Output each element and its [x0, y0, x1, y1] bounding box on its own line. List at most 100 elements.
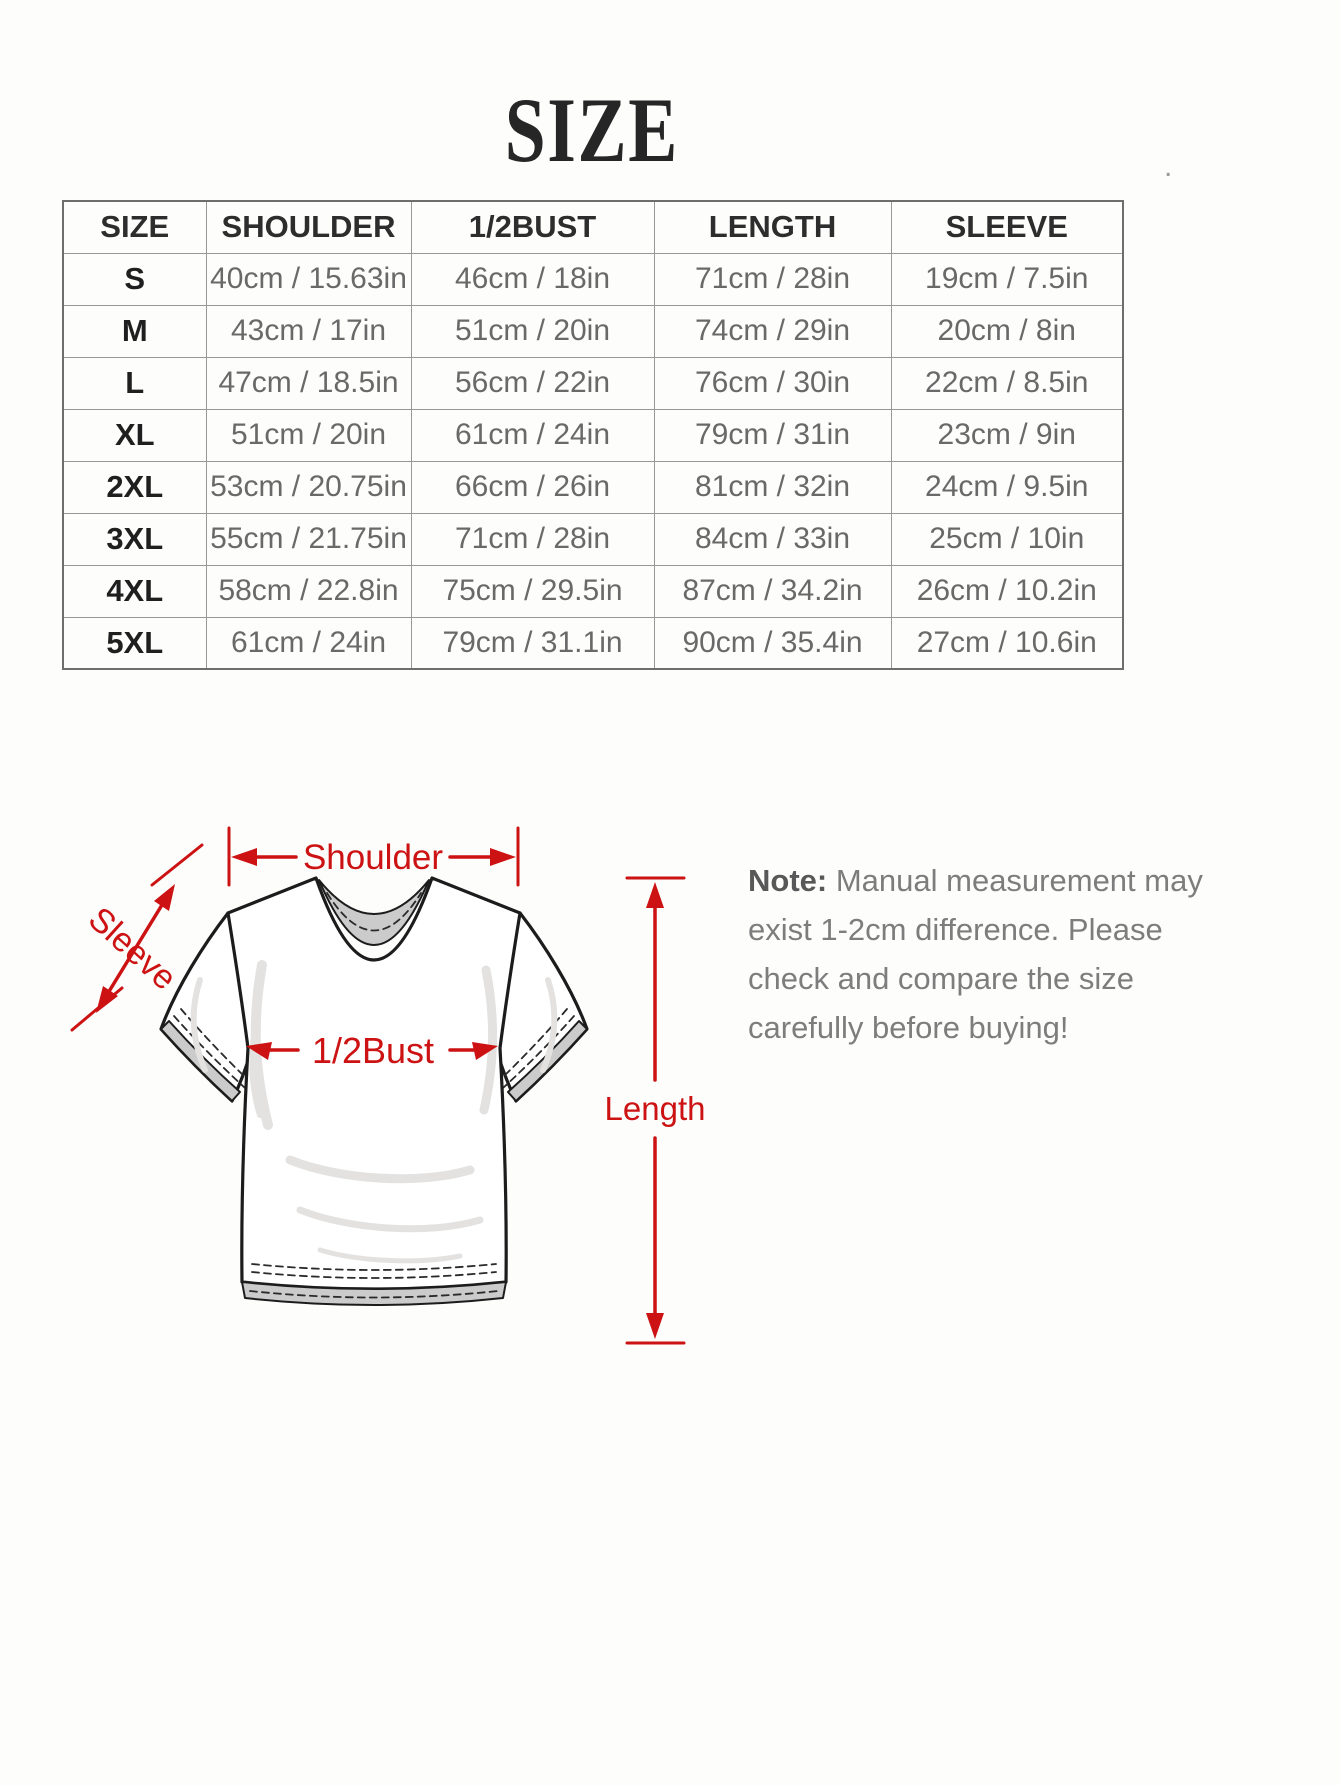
- measurement-cell: 66cm / 26in: [410, 460, 655, 514]
- measurement-cell: 19cm / 7.5in: [890, 252, 1124, 306]
- left-cuff-stitch: [173, 1015, 246, 1089]
- length-arrowhead-top: [646, 882, 664, 908]
- measurement-cell: 76cm / 30in: [653, 356, 892, 410]
- note-line: Manual measurement may: [835, 863, 1203, 898]
- measurement-cell: 56cm / 22in: [410, 356, 655, 410]
- size-label-cell: XL: [62, 408, 207, 462]
- measurement-cell: 71cm / 28in: [653, 252, 892, 306]
- measurement-cell: 22cm / 8.5in: [890, 356, 1124, 410]
- measurement-cell: 27cm / 10.6in: [890, 616, 1124, 670]
- sleeve-arrowhead-bottom: [96, 986, 118, 1013]
- measurement-cell: 87cm / 34.2in: [653, 564, 892, 618]
- table-row: 4XL 58cm / 22.8in 75cm / 29.5in 87cm / 34.2…: [62, 564, 1124, 618]
- note-line: carefully before buying!: [748, 1010, 1069, 1045]
- measurement-cell: 51cm / 20in: [410, 304, 655, 358]
- left-cuff-stitch-2: [180, 1008, 247, 1079]
- measurement-cell: 40cm / 15.63in: [205, 252, 412, 306]
- hem-roll-stitch: [249, 1290, 499, 1299]
- measurement-cell: 81cm / 32in: [653, 460, 892, 514]
- tshirt-diagram: Shoulder Sleeve 1/2Bust Length: [70, 826, 706, 1345]
- measurement-cell: 61cm / 24in: [410, 408, 655, 462]
- measurement-cell: 51cm / 20in: [205, 408, 412, 462]
- size-label-cell: M: [62, 304, 207, 358]
- measurement-cell: 24cm / 9.5in: [890, 460, 1124, 514]
- table-row: 2XL 53cm / 20.75in 66cm / 26in 81cm / 32in 2…: [62, 460, 1124, 514]
- measurement-cell: 61cm / 24in: [205, 616, 412, 670]
- collar-stitch: [326, 892, 422, 932]
- measurement-cell: 20cm / 8in: [890, 304, 1124, 358]
- shoulder-label: Shoulder: [303, 838, 443, 877]
- stray-dot: .: [1164, 150, 1173, 183]
- measurement-cell: 46cm / 18in: [410, 252, 655, 306]
- shade-fold-2: [296, 1206, 484, 1233]
- column-header-length: LENGTH: [653, 200, 892, 254]
- shade-left-2: [249, 1027, 263, 1118]
- size-label-cell: 5XL: [62, 616, 207, 670]
- measurement-cell: 71cm / 28in: [410, 512, 655, 566]
- table-row: 3XL 55cm / 21.75in 71cm / 28in 84cm / 33in 2…: [62, 512, 1124, 566]
- shade-right-sleeve: [540, 977, 558, 1073]
- measurement-cell: 55cm / 21.75in: [205, 512, 412, 566]
- measurement-cell: 90cm / 35.4in: [653, 616, 892, 670]
- note-text: Note: Manual measurement may exist 1-2cm…: [748, 856, 1203, 1052]
- bust-label: 1/2Bust: [312, 1030, 434, 1071]
- measurement-cell: 47cm / 18.5in: [205, 356, 412, 410]
- sleeve-top-tick: [150, 843, 204, 887]
- length-label: Length: [605, 1090, 706, 1127]
- column-header-size: SIZE: [62, 200, 207, 254]
- size-label-cell: 2XL: [62, 460, 207, 514]
- hem-stitch-2: [251, 1271, 497, 1279]
- title-wrap: SIZE: [62, 84, 1122, 176]
- shoulder-arrowhead-right: [490, 848, 516, 866]
- bust-arrowhead-right: [472, 1042, 498, 1060]
- table-row: S 40cm / 15.63in 46cm / 18in 71cm / 28in 19c…: [62, 252, 1124, 306]
- table-header-row: SIZE SHOULDER 1/2BUST LENGTH SLEEVE: [62, 200, 1124, 254]
- length-arrowhead-bottom: [646, 1313, 664, 1339]
- note-line: check and compare the size: [748, 961, 1134, 996]
- sleeve-arrow-line: [103, 898, 167, 1000]
- measurement-cell: 26cm / 10.2in: [890, 564, 1124, 618]
- column-header-shoulder: SHOULDER: [205, 200, 412, 254]
- shoulder-arrowhead-left: [231, 848, 257, 866]
- note-label: Note:: [748, 863, 828, 898]
- hem-stitch-1: [251, 1263, 497, 1271]
- measurement-cell: 43cm / 17in: [205, 304, 412, 358]
- note-line-first: Note: Manual measurement may: [748, 856, 1203, 905]
- shade-fold-3: [317, 1247, 463, 1264]
- measurement-cell: 84cm / 33in: [653, 512, 892, 566]
- measurement-cell: 79cm / 31in: [653, 408, 892, 462]
- measurement-cell: 53cm / 20.75in: [205, 460, 412, 514]
- measurement-cell: 23cm / 9in: [890, 408, 1124, 462]
- note-extra-lines: exist 1-2cm difference. Please check and …: [748, 905, 1203, 1052]
- table-row: M 43cm / 17in 51cm / 20in 74cm / 29in 20cm /…: [62, 304, 1124, 358]
- size-label-cell: S: [62, 252, 207, 306]
- column-header-sleeve: SLEEVE: [890, 200, 1124, 254]
- right-cuff-stitch-2: [501, 1008, 568, 1079]
- table-row: XL 51cm / 20in 61cm / 24in 79cm / 31in 23cm …: [62, 408, 1124, 462]
- sleeve-label: Sleeve: [81, 900, 184, 998]
- measurement-cell: 74cm / 29in: [653, 304, 892, 358]
- size-label-cell: 3XL: [62, 512, 207, 566]
- size-table-body: S 40cm / 15.63in 46cm / 18in 71cm / 28in 19c…: [62, 252, 1124, 670]
- shade-right: [479, 965, 498, 1115]
- right-cuff-stitch: [502, 1015, 575, 1089]
- page-title: SIZE: [504, 79, 680, 181]
- sleeve-arrowhead-top: [154, 884, 175, 911]
- note-line: exist 1-2cm difference. Please: [748, 912, 1163, 947]
- measurement-cell: 25cm / 10in: [890, 512, 1124, 566]
- bust-arrowhead-left: [246, 1042, 272, 1060]
- size-table: SIZE SHOULDER 1/2BUST LENGTH SLEEVE S 40c…: [62, 200, 1124, 670]
- collar-inside: [318, 879, 430, 946]
- measurement-cell: 75cm / 29.5in: [410, 564, 655, 618]
- measurement-cell: 79cm / 31.1in: [410, 616, 655, 670]
- shade-fold-1: [285, 1155, 475, 1184]
- size-label-cell: 4XL: [62, 564, 207, 618]
- shade-left-sleeve: [190, 977, 208, 1073]
- table-row: 5XL 61cm / 24in 79cm / 31.1in 90cm / 35.4in…: [62, 616, 1124, 670]
- measurement-cell: 58cm / 22.8in: [205, 564, 412, 618]
- column-header-bust: 1/2BUST: [410, 200, 655, 254]
- table-row: L 47cm / 18.5in 56cm / 22in 76cm / 30in 22cm…: [62, 356, 1124, 410]
- size-label-cell: L: [62, 356, 207, 410]
- hem-roll: [241, 1281, 507, 1306]
